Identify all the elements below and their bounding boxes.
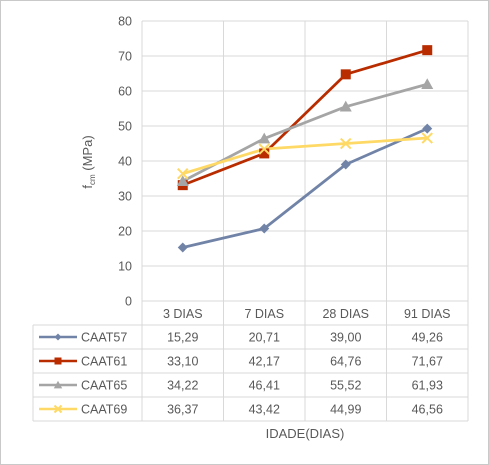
- y-tick-label: 10: [118, 260, 132, 274]
- table-value: 46,56: [412, 403, 443, 417]
- table-value: 46,41: [249, 379, 280, 393]
- table-value: 64,76: [330, 355, 361, 369]
- marker-x-stroke: [177, 167, 189, 180]
- marker-triangle: [339, 100, 352, 112]
- marker-x: [177, 167, 189, 180]
- gridlines: [141, 20, 469, 421]
- marker-x: [53, 404, 63, 414]
- y-tick-label: 30: [118, 190, 132, 204]
- table-value: 20,71: [249, 331, 280, 345]
- category-label: 7 DIAS: [244, 307, 284, 321]
- table-value: 34,22: [167, 379, 198, 393]
- marker-x: [340, 137, 352, 150]
- marker-square: [259, 148, 270, 159]
- y-axis-label-sub: cm: [88, 174, 97, 185]
- y-tick-label: 40: [118, 155, 132, 169]
- y-axis-label-main: f: [80, 185, 95, 189]
- marker-x-stroke: [421, 132, 433, 144]
- marker-x-stroke: [53, 404, 63, 414]
- table-value: 44,99: [330, 403, 361, 417]
- marker-diamond: [54, 333, 62, 341]
- marker-triangle: [258, 132, 271, 144]
- table-value: 49,26: [412, 331, 443, 345]
- y-tick-label: 60: [118, 85, 132, 99]
- marker-square: [54, 357, 62, 365]
- marker-triangle: [53, 380, 63, 389]
- legend-label: CAAT69: [81, 403, 127, 417]
- marker-diamond: [340, 159, 351, 170]
- category-label: 28 DIAS: [322, 307, 369, 321]
- legend-label: CAAT65: [81, 379, 127, 393]
- marker-x-stroke: [340, 137, 352, 150]
- legend-label: CAAT57: [81, 331, 127, 345]
- y-axis-label: fcm (MPa): [80, 135, 97, 188]
- marker-diamond: [177, 242, 188, 253]
- marker-diamond: [422, 123, 433, 134]
- marker-triangle: [421, 78, 434, 90]
- data-table: 3 DIAS 7 DIAS 28 DIAS 91 DIAS CAAT57 15,29 20,…: [32, 307, 468, 422]
- marker-triangle: [176, 175, 189, 187]
- marker-x: [258, 143, 270, 155]
- series-line: [182, 127, 428, 249]
- series-line: [182, 136, 428, 176]
- y-tick-label: 70: [118, 50, 132, 64]
- y-tick-label: 50: [118, 120, 132, 134]
- table-value: 36,37: [167, 403, 198, 417]
- series-line: [182, 82, 428, 183]
- marker-square: [340, 69, 351, 80]
- y-tick-label: 0: [125, 295, 132, 309]
- legend-label: CAAT61: [81, 355, 127, 369]
- marker-square: [422, 45, 433, 56]
- y-axis-label-unit: (MPa): [80, 135, 95, 174]
- y-tick-label: 20: [118, 225, 132, 239]
- marker-diamond: [259, 223, 270, 234]
- x-axis-label: IDADE(DIAS): [266, 426, 345, 441]
- table-value: 15,29: [167, 331, 198, 345]
- series-line: [182, 48, 428, 187]
- table-value: 33,10: [167, 355, 198, 369]
- series-lines: [182, 48, 428, 249]
- table-value: 71,67: [412, 355, 443, 369]
- table-value: 43,42: [249, 403, 280, 417]
- y-tick-label: 80: [118, 15, 132, 29]
- table-value: 39,00: [330, 331, 361, 345]
- series-markers: [176, 45, 434, 253]
- table-value: 61,93: [412, 379, 443, 393]
- category-label: 91 DIAS: [404, 307, 451, 321]
- category-label: 3 DIAS: [163, 307, 203, 321]
- marker-x: [421, 132, 433, 144]
- y-tick-labels: 0 10 20 30 40 50 60 70 80: [118, 15, 132, 309]
- marker-x-stroke: [258, 143, 270, 155]
- table-value: 42,17: [249, 355, 280, 369]
- table-value: 55,52: [330, 379, 361, 393]
